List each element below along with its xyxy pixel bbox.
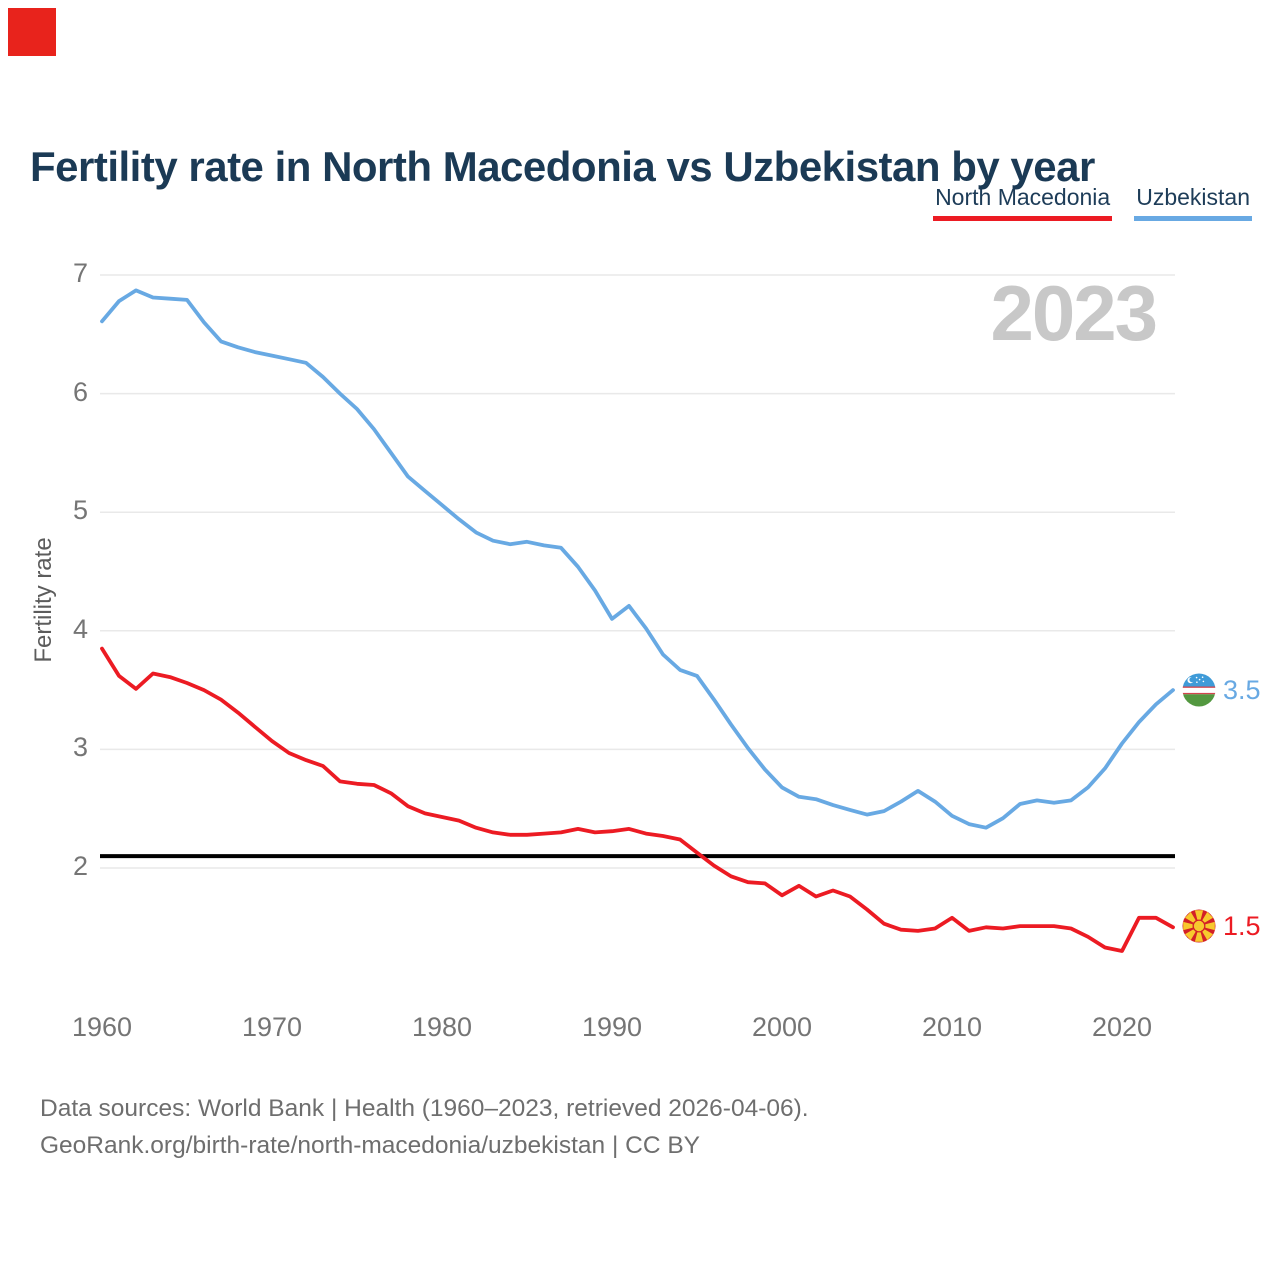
uzbekistan-line	[100, 288, 1175, 830]
north-macedonia-flag-icon	[1182, 909, 1216, 943]
uzbekistan-flag-icon	[1182, 673, 1216, 707]
uzbekistan-end-label: 3.5	[1182, 673, 1261, 707]
y-tick-label: 4	[72, 613, 88, 644]
legend-item-uzbekistan[interactable]: Uzbekistan	[1134, 184, 1252, 221]
legend: North Macedonia Uzbekistan	[933, 184, 1252, 221]
legend-item-north-macedonia[interactable]: North Macedonia	[933, 184, 1113, 221]
x-tick-label: 1960	[71, 1012, 133, 1042]
x-tick-label: 2010	[921, 1012, 983, 1042]
north-macedonia-end-label: 1.5	[1182, 909, 1261, 943]
georank-url-line: GeoRank.org/birth-rate/north-macedonia/u…	[40, 1132, 701, 1159]
x-tick-label: 2020	[1091, 1012, 1153, 1042]
x-tick-label: 1970	[241, 1012, 303, 1042]
y-tick-label: 7	[72, 257, 88, 288]
y-tick-label: 6	[72, 376, 88, 407]
page-title: Fertility rate in North Macedonia vs Uzb…	[30, 143, 1095, 191]
uzbekistan-end-value: 3.5	[1223, 674, 1261, 705]
source-attribution: Data sources: World Bank | Health (1960–…	[40, 1090, 809, 1164]
y-tick-label: 5	[72, 495, 88, 526]
x-tick-label: 1980	[411, 1012, 473, 1042]
y-tick-label: 3	[72, 732, 88, 763]
y-tick-label: 2	[72, 850, 88, 881]
brand-mark	[8, 8, 56, 56]
north-macedonia-line	[100, 646, 1175, 953]
watermark-year: 2023	[990, 269, 1158, 357]
x-tick-label: 1990	[581, 1012, 643, 1042]
x-tick-label: 2000	[751, 1012, 813, 1042]
north-macedonia-end-value: 1.5	[1223, 910, 1261, 941]
data-sources-line: Data sources: World Bank | Health (1960–…	[40, 1095, 809, 1122]
